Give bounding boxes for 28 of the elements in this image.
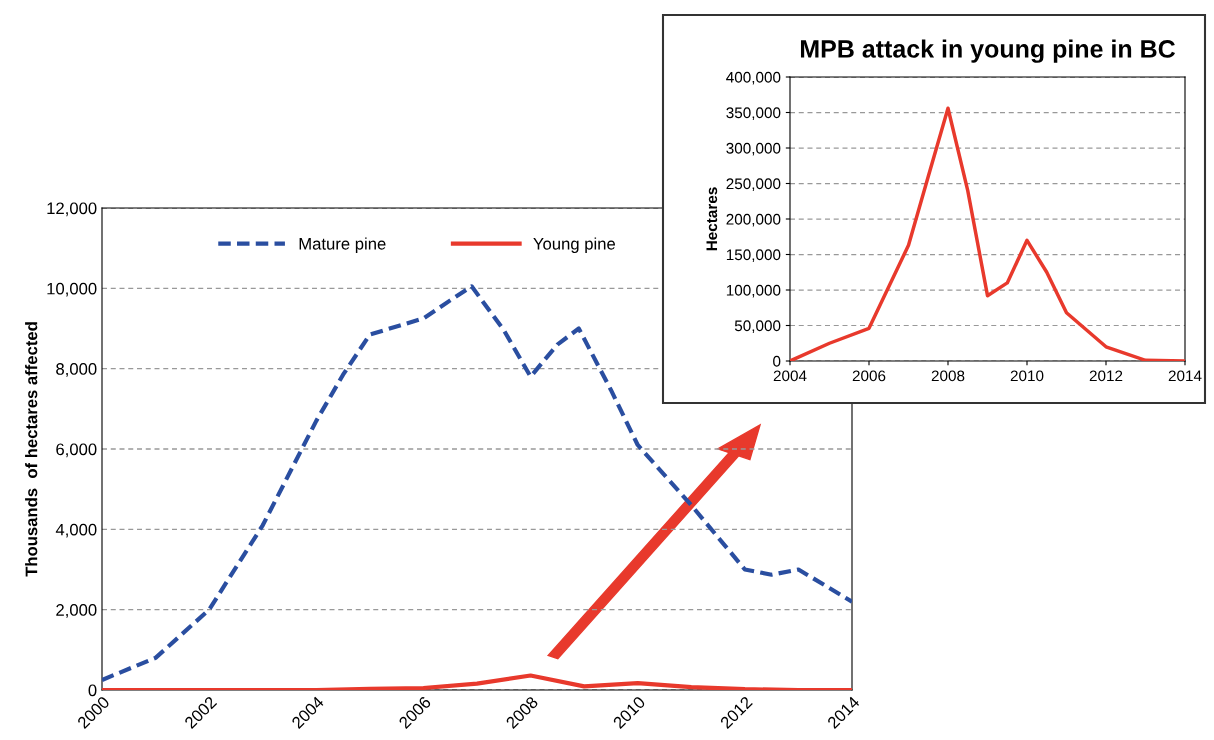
y-tick-label: 100,000 xyxy=(726,284,781,298)
y-tick-label: 4,000 xyxy=(55,523,97,538)
x-tick-label: 2008 xyxy=(931,370,965,382)
x-tick-label: 2010 xyxy=(1010,370,1044,382)
y-tick-label: 200,000 xyxy=(726,213,781,227)
x-tick-label: 2012 xyxy=(1089,370,1123,382)
y-tick-label: 0 xyxy=(88,684,97,697)
chart-title: MPB attack in young pine in BC xyxy=(800,39,1176,63)
y-tick-label: 250,000 xyxy=(726,178,781,191)
y-tick-label: 0 xyxy=(773,355,781,367)
y-tick-label: 150,000 xyxy=(726,249,781,262)
y-tick-label: 350,000 xyxy=(726,107,781,120)
y-axis-title: Thousands of hectares affected xyxy=(25,322,38,577)
x-tick-label: 2006 xyxy=(852,370,886,382)
y-tick-label: 12,000 xyxy=(47,202,97,217)
legend-label: Young pine xyxy=(533,237,616,253)
legend-label: Mature pine xyxy=(299,237,386,253)
y-tick-label: 400,000 xyxy=(726,71,781,85)
x-tick-label: 2014 xyxy=(1168,370,1202,382)
y-tick-label: 2,000 xyxy=(56,604,97,618)
y-tick-label: 8,000 xyxy=(56,363,97,377)
x-tick-label: 2004 xyxy=(773,370,807,382)
y-tick-label: 50,000 xyxy=(734,320,781,333)
y-axis-title: Hectares xyxy=(706,187,718,251)
y-tick-label: 6,000 xyxy=(56,443,97,458)
y-tick-label: 300,000 xyxy=(726,142,781,156)
y-tick-label: 10,000 xyxy=(47,282,97,297)
line-series xyxy=(102,284,852,683)
